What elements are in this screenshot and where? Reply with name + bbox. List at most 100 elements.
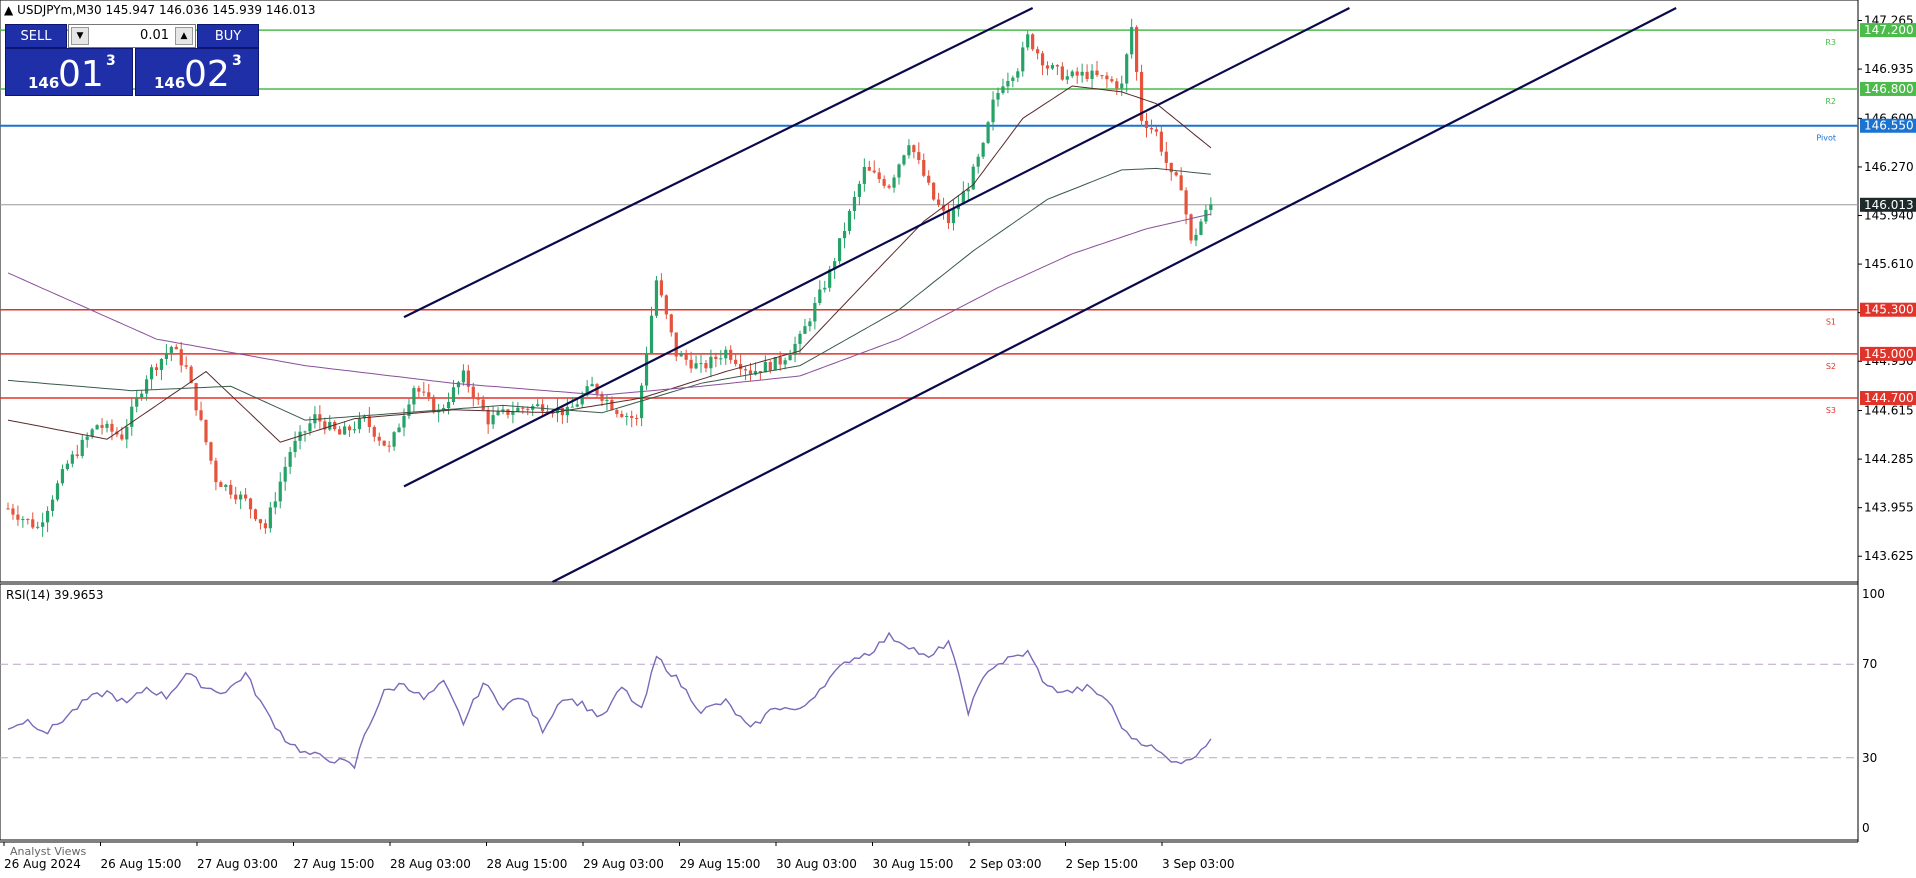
candle-body <box>808 321 812 327</box>
candle-body <box>80 439 84 456</box>
candle-body <box>565 406 569 416</box>
candle-body <box>694 363 698 369</box>
time-tick-label: 29 Aug 03:00 <box>583 857 664 871</box>
candle-body <box>570 406 574 408</box>
candle-body <box>308 423 312 432</box>
candle-body <box>288 452 292 467</box>
candle-body <box>902 155 906 165</box>
candle-body <box>1179 175 1183 191</box>
rsi-tick-label: 70 <box>1862 657 1877 671</box>
candle-body <box>803 326 807 334</box>
level-name-s1: S1 <box>1826 318 1836 327</box>
candle-body <box>1174 172 1178 176</box>
candle-body <box>1040 53 1045 66</box>
candle-body <box>21 519 25 521</box>
candle-body <box>50 499 55 511</box>
candle-body <box>209 442 213 461</box>
candle-body <box>1169 162 1173 173</box>
candle-body <box>303 431 307 433</box>
candle-body <box>580 395 584 405</box>
analyst-views-label[interactable]: Analyst Views <box>10 845 87 858</box>
candle-body <box>219 482 223 487</box>
candle-body <box>491 415 495 425</box>
candle-body <box>283 466 287 482</box>
candle-body <box>258 519 263 524</box>
candle-body <box>41 522 45 527</box>
ma-slow-line <box>7 213 1212 396</box>
sell-quote-sup: 3 <box>106 53 116 69</box>
candle-body <box>159 358 164 370</box>
candle-body <box>100 425 104 428</box>
lot-decrease-icon[interactable]: ▼ <box>71 27 89 45</box>
candle-body <box>164 352 168 359</box>
candle-body <box>338 429 342 435</box>
price-tick-label: 145.610 <box>1864 257 1914 271</box>
candle-body <box>229 484 233 495</box>
sell-button[interactable]: SELL <box>5 24 67 48</box>
buy-quote[interactable]: 146 02 3 <box>135 48 259 96</box>
candle-body <box>753 371 758 375</box>
candle-body <box>793 343 797 355</box>
sell-quote[interactable]: 146 01 3 <box>5 48 133 96</box>
lot-increase-icon[interactable]: ▲ <box>175 27 193 45</box>
candle-body <box>1085 71 1089 79</box>
level-price-box <box>1860 302 1916 317</box>
candle-body <box>937 199 941 206</box>
candle-body <box>743 369 748 371</box>
candle-body <box>1070 71 1074 77</box>
candle-body <box>1036 49 1040 54</box>
candle-body <box>432 396 436 413</box>
candle-body <box>154 367 159 370</box>
candle-body <box>1164 151 1168 163</box>
candle-body <box>313 414 317 424</box>
time-tick-label: 26 Aug 15:00 <box>101 857 182 871</box>
lot-size-value[interactable]: 0.01 <box>140 28 169 43</box>
candle-body <box>1065 76 1069 80</box>
candle-body <box>630 415 634 418</box>
collapse-triangle-icon[interactable]: ▲ <box>4 3 14 17</box>
candle-body <box>867 166 871 171</box>
candle-body <box>783 360 787 365</box>
level-price-label: 146.800 <box>1864 82 1914 96</box>
candle-body <box>85 436 89 440</box>
candle-body <box>659 280 663 296</box>
candle-body <box>610 399 614 410</box>
high-value: 146.036 <box>158 3 209 17</box>
candle-body <box>422 391 426 393</box>
level-price-label: 147.200 <box>1864 23 1914 37</box>
candle-body <box>897 164 901 178</box>
candle-body <box>372 426 376 437</box>
candle-body <box>95 425 99 430</box>
lot-size-input[interactable]: ▼ 0.01 ▲ <box>68 24 196 48</box>
candle-body <box>739 363 743 370</box>
candle-body <box>199 410 203 420</box>
candle-body <box>1095 70 1099 76</box>
candle-body <box>644 353 649 386</box>
candle-body <box>90 429 94 437</box>
candle-body <box>46 510 50 523</box>
level-price-box <box>1860 346 1916 361</box>
candle-body <box>838 238 842 262</box>
candle-body <box>511 411 515 415</box>
candle-body <box>1139 71 1144 121</box>
candle-body <box>1144 120 1149 129</box>
candle-body <box>224 484 228 487</box>
candle-body <box>397 427 401 433</box>
candle-body <box>1130 27 1134 55</box>
candle-body <box>669 314 673 333</box>
channel-line-1 <box>403 7 1034 319</box>
candle-body <box>649 315 654 354</box>
candle-body <box>179 349 183 366</box>
candle-body <box>857 183 861 197</box>
time-tick-label: 29 Aug 15:00 <box>680 857 761 871</box>
candle-body <box>932 182 936 200</box>
level-name-pivot: Pivot <box>1816 134 1836 143</box>
candle-body <box>917 152 921 161</box>
candle-body <box>1120 83 1124 89</box>
candle-body <box>679 354 683 357</box>
level-name-s3: S3 <box>1826 406 1836 415</box>
buy-button[interactable]: BUY <box>197 24 259 48</box>
candle-body <box>392 432 396 447</box>
